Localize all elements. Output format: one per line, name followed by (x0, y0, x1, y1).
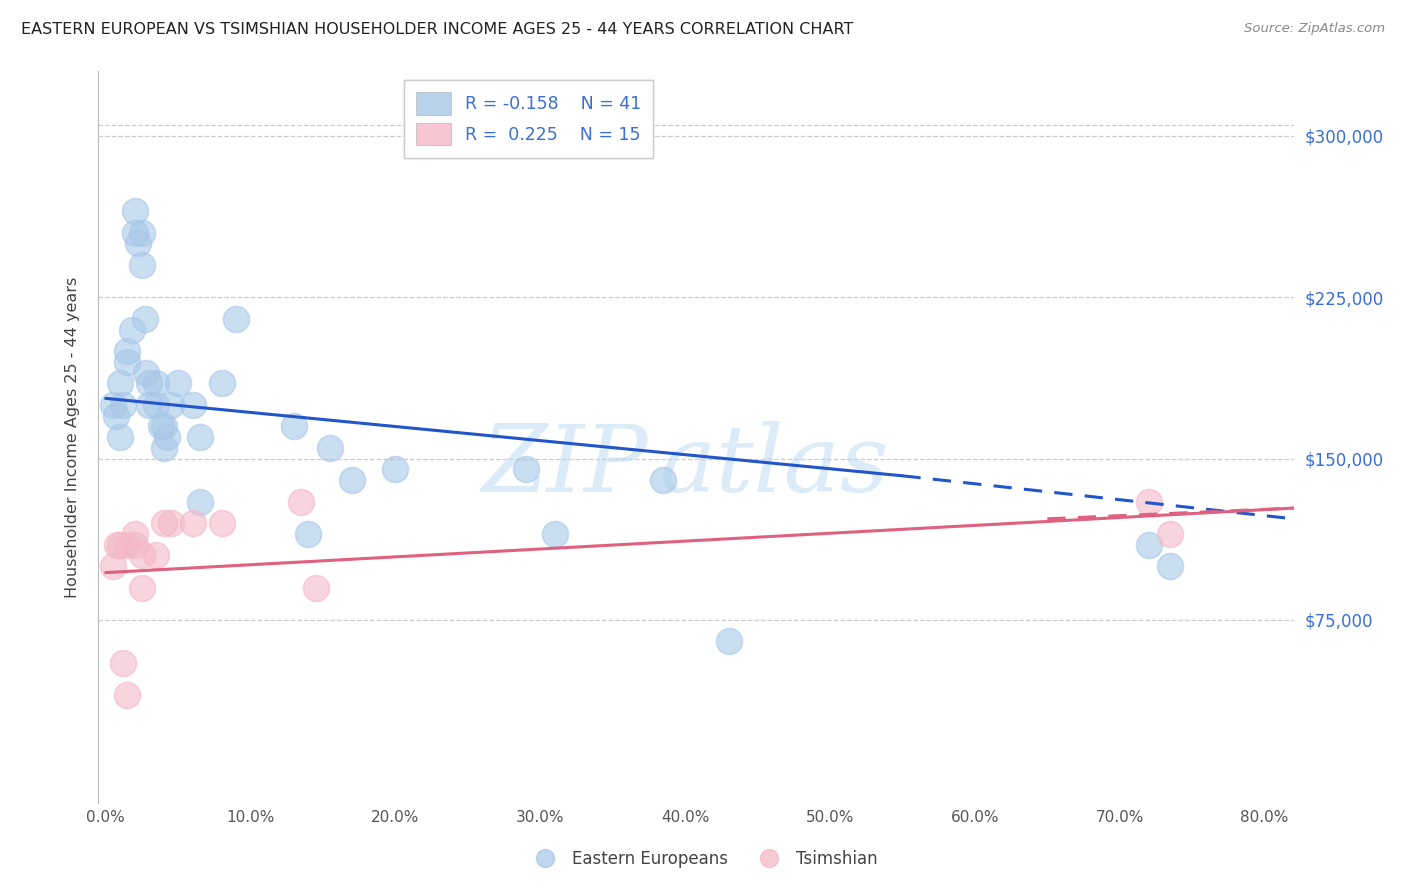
Point (155, 430, 177, 444)
Point (112, 398, 135, 412)
Point (319, 441, 342, 455)
Point (384, 462, 406, 476)
Point (145, 376, 167, 391)
Point (305, 581, 328, 595)
Point (134, 311, 156, 326)
Point (108, 376, 131, 391)
Point (124, 204, 146, 219)
Point (1137, 494, 1160, 508)
Point (131, 258, 153, 272)
Point (131, 581, 153, 595)
Point (124, 226, 146, 240)
Point (1137, 538, 1160, 552)
Point (211, 516, 233, 530)
Point (544, 527, 567, 541)
Point (167, 376, 190, 391)
Y-axis label: Householder Income Ages 25 - 44 years: Householder Income Ages 25 - 44 years (65, 277, 80, 598)
Point (145, 549, 167, 563)
Text: ZIP: ZIP (481, 421, 648, 511)
Point (283, 419, 305, 434)
Point (225, 311, 247, 326)
Point (1159, 559, 1181, 574)
Point (135, 366, 157, 380)
Point (131, 226, 153, 240)
Point (105, 538, 128, 552)
Text: Source: ZipAtlas.com: Source: ZipAtlas.com (1244, 22, 1385, 36)
Point (340, 473, 363, 487)
Point (297, 527, 319, 541)
Point (181, 516, 204, 530)
Point (211, 376, 233, 391)
Point (104, 409, 127, 423)
Point (145, 398, 167, 412)
Point (108, 430, 131, 444)
Text: EASTERN EUROPEAN VS TSIMSHIAN HOUSEHOLDER INCOME AGES 25 - 44 YEARS CORRELATION : EASTERN EUROPEAN VS TSIMSHIAN HOUSEHOLDE… (21, 22, 853, 37)
Point (131, 549, 153, 563)
Point (152, 516, 174, 530)
Point (160, 398, 183, 412)
Legend: Eastern Europeans, Tsimshian: Eastern Europeans, Tsimshian (522, 844, 884, 875)
Point (101, 398, 124, 412)
Point (1159, 527, 1181, 541)
Point (117, 538, 139, 552)
Point (717, 634, 740, 648)
Point (188, 494, 211, 508)
Point (138, 398, 160, 412)
Point (181, 398, 204, 412)
Point (121, 322, 143, 336)
Point (149, 419, 172, 434)
Point (117, 688, 139, 702)
Text: atlas: atlas (661, 421, 890, 511)
Point (290, 494, 312, 508)
Point (124, 527, 146, 541)
Point (117, 344, 139, 359)
Point (652, 473, 675, 487)
Point (124, 538, 146, 552)
Point (127, 236, 149, 251)
Point (515, 462, 537, 476)
Point (108, 538, 131, 552)
Point (117, 355, 139, 369)
Point (160, 516, 183, 530)
Point (112, 656, 135, 670)
Point (152, 441, 174, 455)
Legend: R = -0.158    N = 41, R =  0.225    N = 15: R = -0.158 N = 41, R = 0.225 N = 15 (404, 80, 654, 158)
Point (188, 430, 211, 444)
Point (138, 376, 160, 391)
Point (101, 559, 124, 574)
Point (152, 419, 174, 434)
